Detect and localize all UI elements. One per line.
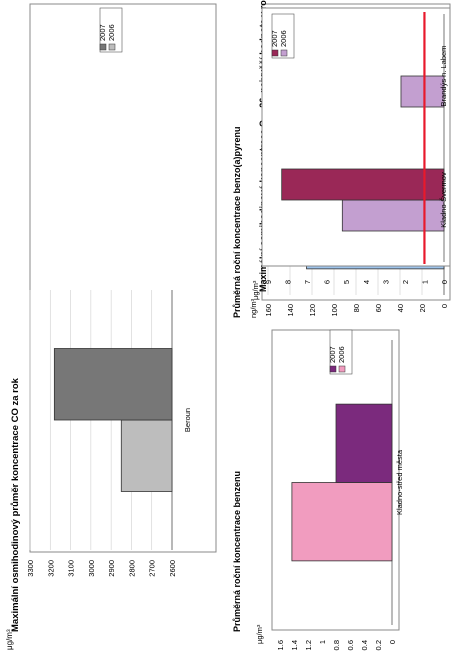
y-tick-label: 20 <box>418 304 427 312</box>
y-tick-label: 100 <box>330 304 339 317</box>
y-tick-label: 9 <box>264 280 273 284</box>
y-tick-label: 0 <box>388 640 397 644</box>
y-tick-label: 0 <box>440 304 449 308</box>
y-tick-label: 80 <box>352 304 361 312</box>
legend-label-2007: 2007 <box>270 30 279 47</box>
y-tick-label: 7 <box>303 280 312 284</box>
y-tick-label: 2900 <box>107 560 116 577</box>
y-tick-label: 3100 <box>67 560 76 577</box>
bar-2007 <box>53 348 173 421</box>
legend-box <box>99 7 123 53</box>
y-tick-label: 40 <box>396 304 405 312</box>
legend-label-2006: 2006 <box>279 30 288 47</box>
bap-category-labels: Brandýs n. Labem Kladno-Švermov <box>439 46 448 228</box>
y-tick-label: 0.6 <box>346 640 355 650</box>
benzene-chart-title: Průměrná roční koncentrace benzenu <box>232 471 242 632</box>
y-tick-label: 140 <box>286 304 295 317</box>
co-tick-labels: 2600 2700 2800 2900 3000 3100 3200 3300 <box>26 560 177 577</box>
y-tick-label: 60 <box>374 304 383 312</box>
legend-swatch-2006 <box>108 43 116 51</box>
benzene-category-labels: Kladno-střed města <box>395 449 404 515</box>
y-tick-label: 120 <box>308 304 317 317</box>
y-tick-label: 160 <box>264 304 273 317</box>
bar-2006 <box>341 199 445 232</box>
legend-label-2006: 2006 <box>337 346 346 363</box>
co-category-labels: Beroun <box>183 408 192 432</box>
y-tick-label: 0.4 <box>360 640 369 650</box>
y-tick-label: 8 <box>284 280 293 284</box>
bar-2006 <box>400 75 445 108</box>
y-tick-label: 0.2 <box>374 640 383 650</box>
legend-label-2007: 2007 <box>328 346 337 363</box>
category-label: Kladno-střed města <box>395 449 404 515</box>
y-tick-label: 6 <box>323 280 332 284</box>
bar-2006 <box>120 419 173 492</box>
legend-label-2007: 2007 <box>98 24 107 41</box>
y-tick-label: 0 <box>440 280 449 284</box>
y-tick-label: 2800 <box>127 560 136 577</box>
bap-bars <box>281 12 445 264</box>
y-tick-label: 2700 <box>148 560 157 577</box>
bar-2006 <box>291 482 393 562</box>
o3-tick-labels: 0 20 40 60 80 100 120 140 160 <box>264 304 449 317</box>
category-label: Kladno-Švermov <box>439 172 448 228</box>
y-tick-label: 4 <box>362 280 371 284</box>
y-tick-label: 5 <box>342 280 351 284</box>
legend-swatch-2006 <box>338 365 346 373</box>
co-bars <box>53 348 173 492</box>
chart-bap: 0 1 2 3 4 5 6 7 8 9 Brandýs n. Labem Kladno-Švermo… <box>232 7 451 318</box>
benzene-bars <box>291 403 393 562</box>
bap-y-axis-label: ng/m³ <box>249 298 258 318</box>
legend-label-2006: 2006 <box>107 24 116 41</box>
y-tick-label: 2 <box>401 280 410 284</box>
y-tick-label: 2600 <box>168 560 177 577</box>
bap-chart-title: Průměrná roční koncentrace benzo(a)pyren… <box>232 126 242 318</box>
benzene-tick-labels: 0 0.2 0.4 0.6 0.8 1 1.2 1.4 1.6 <box>276 640 397 650</box>
y-tick-label: 1 <box>318 640 327 644</box>
o3-y-axis-label: μg/m³ <box>251 280 260 300</box>
legend-swatch-2007 <box>99 43 107 51</box>
bap-tick-labels: 0 1 2 3 4 5 6 7 8 9 <box>264 280 449 284</box>
y-tick-label: 1.2 <box>304 640 313 650</box>
y-tick-label: 1.6 <box>276 640 285 650</box>
y-tick-label: 3300 <box>26 560 35 577</box>
y-tick-label: 3 <box>381 280 390 284</box>
y-tick-label: 3000 <box>87 560 96 577</box>
legend-box <box>329 329 353 375</box>
legend-swatch-2007 <box>329 365 337 373</box>
y-tick-label: 0.8 <box>332 640 341 650</box>
y-tick-label: 1.4 <box>290 640 299 650</box>
benzene-y-axis-label: μg/m³ <box>255 624 264 644</box>
co-chart-title: Maximální osmihodinový průměr koncentrac… <box>10 377 21 632</box>
category-label: Brandýs n. Labem <box>439 46 448 107</box>
chart-benzene: 0 0.2 0.4 0.6 0.8 1 1.2 1.4 1.6 Kladno-střed měs… <box>232 329 404 650</box>
y-tick-label: 3200 <box>46 560 55 577</box>
legend-swatch-2007 <box>271 49 279 57</box>
legend-swatch-2006 <box>280 49 288 57</box>
legend-box <box>271 13 295 59</box>
bar-2007 <box>281 168 445 201</box>
y-tick-label: 1 <box>420 280 429 284</box>
co-y-axis-label: μg/m³ <box>5 629 14 650</box>
category-label: Beroun <box>183 408 192 432</box>
bar-2007 <box>335 403 393 483</box>
